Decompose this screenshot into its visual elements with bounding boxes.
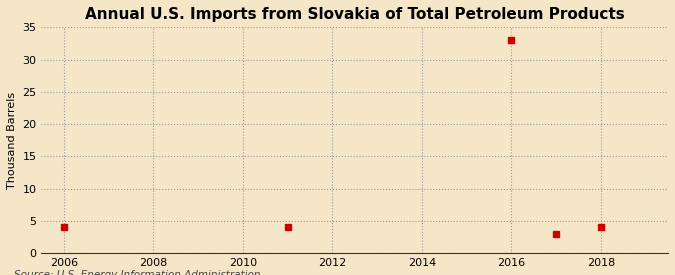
Text: Source: U.S. Energy Information Administration: Source: U.S. Energy Information Administ… [14, 271, 260, 275]
Y-axis label: Thousand Barrels: Thousand Barrels [7, 92, 17, 189]
Title: Annual U.S. Imports from Slovakia of Total Petroleum Products: Annual U.S. Imports from Slovakia of Tot… [85, 7, 624, 22]
